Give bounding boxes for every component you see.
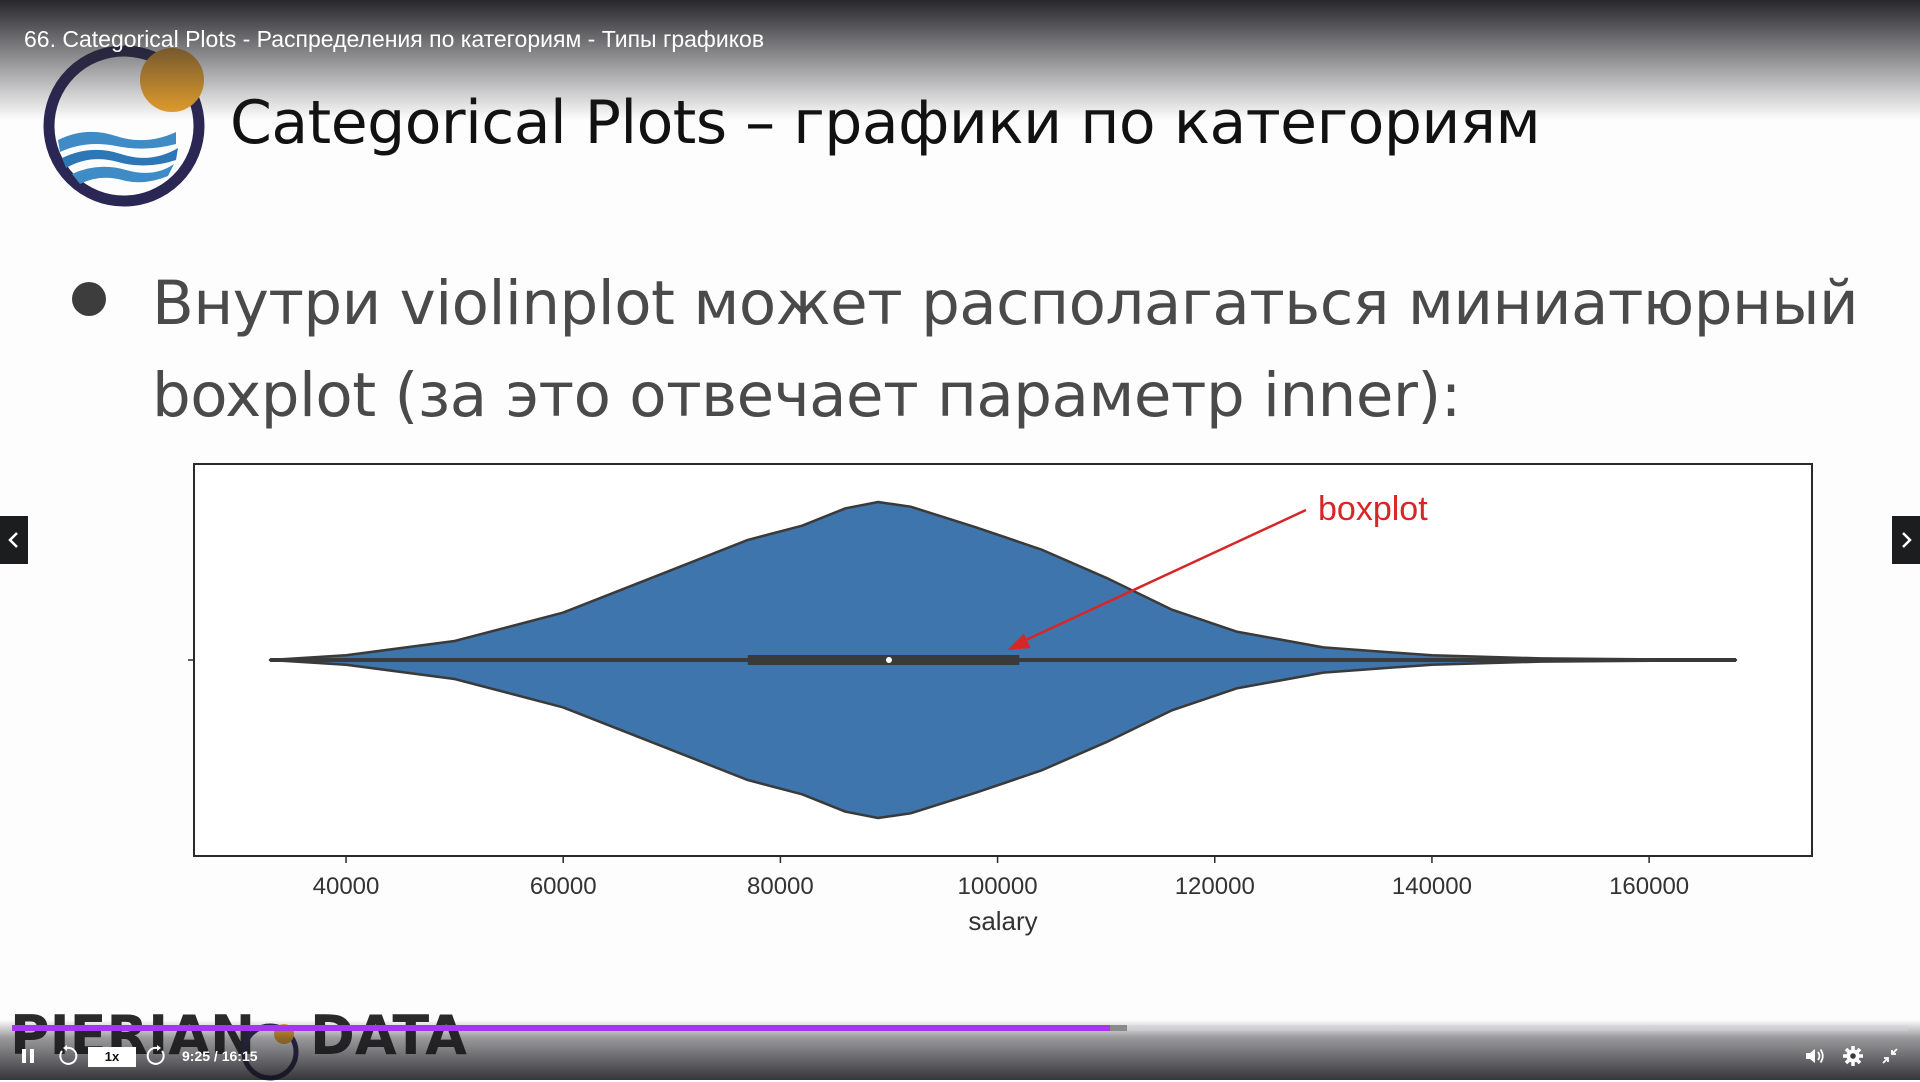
bullet-dot xyxy=(72,282,106,316)
forward-button[interactable] xyxy=(146,1045,168,1067)
video-title: 66. Categorical Plots - Распределения по… xyxy=(24,26,765,52)
title-overlay xyxy=(0,0,1920,120)
x-tick-label: 100000 xyxy=(958,873,1038,900)
current-time: 9:25 xyxy=(182,1048,211,1064)
x-tick-label: 120000 xyxy=(1175,873,1255,900)
pause-button[interactable] xyxy=(18,1046,38,1066)
violin-chart-svg: 40000 60000 80000 100000 120000 140000 160000 s… xyxy=(188,463,1813,936)
annotation-text: boxplot xyxy=(1318,490,1428,528)
time-separator: / xyxy=(210,1048,222,1064)
progress-bar[interactable] xyxy=(12,1025,1908,1031)
prev-lecture-button[interactable] xyxy=(0,516,28,564)
gear-icon xyxy=(1843,1046,1863,1066)
rewind-5-icon xyxy=(59,1045,78,1065)
chevron-right-icon xyxy=(1902,532,1912,548)
x-tick-label: 80000 xyxy=(747,873,814,900)
bullet-line-1: Внутри violinplot может располагаться ми… xyxy=(152,268,1859,339)
pause-icon xyxy=(22,1049,34,1063)
next-lecture-button[interactable] xyxy=(1892,516,1920,564)
volume-icon xyxy=(1806,1048,1824,1064)
annotation-arrow-head xyxy=(1007,633,1031,650)
settings-button[interactable] xyxy=(1842,1045,1864,1067)
exit-fullscreen-icon xyxy=(1882,1048,1898,1064)
chevron-left-icon xyxy=(8,532,18,548)
x-tick-label: 60000 xyxy=(530,873,597,900)
x-tick-label: 160000 xyxy=(1609,873,1689,900)
annotation-arrow-line xyxy=(1016,508,1307,646)
volume-button[interactable] xyxy=(1804,1046,1826,1066)
time-display: 9:25 / 16:15 xyxy=(182,1048,258,1064)
x-axis-label: salary xyxy=(968,906,1037,936)
bullet-text: Внутри violinplot может располагаться ми… xyxy=(152,258,1912,442)
bullet-line-2: boxplot (за это отвечает параметр inner)… xyxy=(152,360,1461,431)
x-tick-label: 140000 xyxy=(1392,873,1472,900)
progress-played xyxy=(12,1025,1110,1031)
x-tick-label: 40000 xyxy=(313,873,380,900)
boxplot-box xyxy=(747,655,1020,665)
boxplot-median xyxy=(885,657,892,663)
exit-fullscreen-button[interactable] xyxy=(1880,1046,1900,1066)
forward-5-icon xyxy=(146,1045,165,1065)
violin-chart: 40000 60000 80000 100000 120000 140000 160000 s… xyxy=(170,450,1830,950)
total-time: 16:15 xyxy=(221,1048,258,1064)
rewind-button[interactable] xyxy=(56,1045,78,1067)
playback-speed-button[interactable]: 1x xyxy=(88,1047,136,1067)
